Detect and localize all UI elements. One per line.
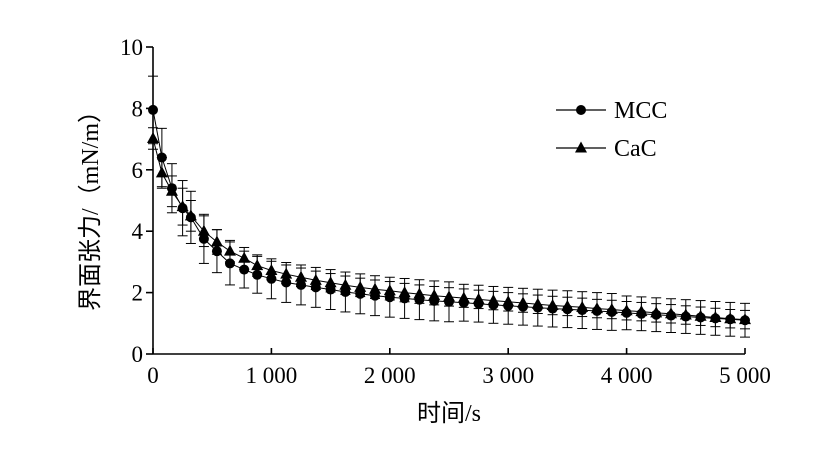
mcc-point (458, 297, 469, 308)
mcc-point (518, 301, 528, 312)
y-tick-label: 6 (132, 158, 144, 183)
mcc-point (740, 315, 750, 326)
x-tick-label: 4 000 (601, 363, 653, 388)
x-tick-label: 1 000 (246, 363, 298, 388)
mcc-point (532, 302, 543, 313)
y-tick-label: 2 (132, 281, 144, 306)
axes: 0 2 4 6 8 10 0 1 000 2 000 3 000 4 000 5 000 (120, 35, 771, 388)
mcc-point (592, 306, 602, 317)
y-tick-label: 10 (120, 35, 143, 60)
mcc-point (547, 303, 558, 314)
legend-item-cac: CaC (556, 136, 657, 162)
legend-item-mcc: MCC (556, 98, 667, 124)
mcc-point (198, 233, 209, 244)
x-tick-label: 5 000 (719, 363, 771, 388)
mcc-point (252, 269, 263, 280)
x-tick-label: 3 000 (482, 363, 534, 388)
mcc-point (562, 304, 573, 315)
y-tick-label: 0 (132, 342, 144, 367)
mcc-point (695, 312, 706, 323)
mcc-point (310, 282, 321, 293)
mcc-point (355, 288, 366, 299)
y-axis-title: 界面张力/（mN/m） (77, 99, 104, 311)
mcc-point (340, 286, 351, 297)
mcc-point (503, 300, 514, 311)
mcc-series (148, 75, 750, 338)
mcc-point (444, 296, 454, 307)
mcc-point (370, 290, 380, 301)
y-tick-label: 8 (132, 96, 144, 121)
mcc-point (488, 299, 499, 310)
mcc-point (473, 298, 484, 309)
mcc-point (384, 292, 395, 303)
x-tick-label: 0 (147, 363, 159, 388)
mcc-point (296, 279, 306, 290)
mcc-point (621, 307, 632, 318)
legend: MCC CaC (556, 98, 667, 162)
y-tick-label: 4 (132, 219, 144, 244)
x-tick-label: 2 000 (364, 363, 416, 388)
legend-label-mcc: MCC (614, 98, 667, 124)
mcc-point (399, 293, 410, 304)
mcc-point (185, 212, 196, 223)
legend-marker-mcc (576, 105, 586, 115)
mcc-point (166, 183, 177, 194)
mcc-point (577, 305, 588, 316)
mcc-point (211, 246, 222, 257)
x-axis-title: 时间/s (417, 400, 481, 427)
mcc-point (680, 311, 691, 322)
mcc-point (239, 264, 250, 275)
mcc-point (636, 308, 647, 319)
mcc-point (710, 313, 721, 324)
mcc-point (414, 294, 425, 305)
mcc-point (725, 314, 736, 325)
mcc-point (606, 306, 617, 317)
mcc-point (666, 310, 676, 321)
mcc-point (148, 104, 158, 115)
mcc-point (281, 277, 292, 288)
mcc-point (156, 152, 167, 163)
legend-marker-cac (575, 141, 587, 153)
legend-label-cac: CaC (614, 136, 657, 162)
mcc-point (177, 203, 188, 214)
mcc-point (651, 309, 662, 320)
mcc-point (224, 258, 235, 269)
mcc-point (429, 295, 440, 306)
mcc-point (325, 284, 336, 295)
mcc-point (266, 273, 277, 284)
